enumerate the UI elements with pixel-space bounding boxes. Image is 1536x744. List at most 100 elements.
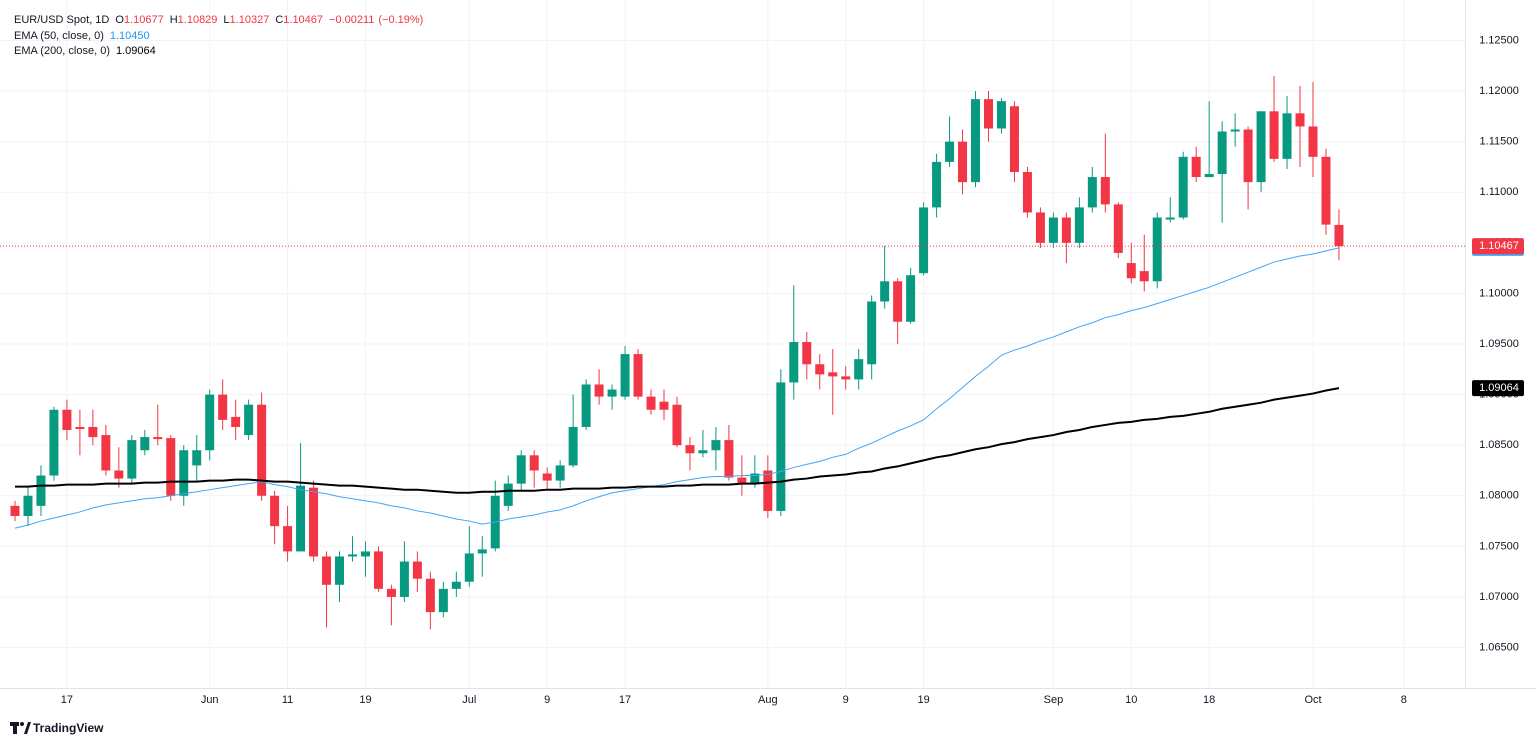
candle-body <box>1269 111 1279 159</box>
y-tick-label: 1.08500 <box>1479 439 1519 451</box>
change-value: −0.00211 <box>329 14 374 26</box>
candle-body <box>309 487 319 557</box>
candle-body <box>672 404 682 446</box>
candle-body <box>516 455 526 484</box>
candle-body <box>945 141 955 162</box>
candle-body <box>659 401 669 410</box>
logo-dot <box>20 722 24 726</box>
ema-line <box>14 247 1340 529</box>
candle-body <box>802 341 812 365</box>
change-pct: (−0.19%) <box>378 14 423 26</box>
candle-body <box>335 556 344 585</box>
candle-body <box>205 394 215 451</box>
price-badge-label: 1.10467 <box>1479 240 1519 252</box>
candle-body <box>607 389 617 397</box>
candle-body <box>1178 156 1188 218</box>
candle-body <box>1035 212 1045 243</box>
brand-name: TradingView <box>33 721 104 735</box>
candle-body <box>438 588 448 613</box>
x-tick-label: 10 <box>1125 694 1137 706</box>
y-tick-label: 1.12000 <box>1479 85 1519 97</box>
y-tick-label: 1.10000 <box>1479 287 1519 299</box>
candle-body <box>451 581 461 589</box>
candle-body <box>568 426 578 466</box>
candle-body <box>1061 217 1071 243</box>
candle-body <box>880 281 890 302</box>
ema-line <box>15 387 1340 494</box>
candle-body <box>529 455 539 471</box>
y-tick-label: 1.11500 <box>1480 136 1519 148</box>
candle-body <box>763 470 773 511</box>
candle-body <box>1165 217 1175 220</box>
candle-body <box>1204 174 1214 178</box>
candle-body <box>10 505 20 516</box>
candle-body <box>555 465 565 481</box>
candle-body <box>218 394 228 420</box>
candle-body <box>464 553 474 582</box>
x-tick-label: 17 <box>619 694 631 706</box>
candle-body <box>958 141 968 183</box>
ema-name: EMA (50, close, 0) <box>14 30 104 42</box>
candle-body <box>776 382 786 511</box>
candle-body <box>1230 129 1240 132</box>
candle-body <box>1048 217 1058 243</box>
candle-body <box>179 450 189 496</box>
axes: 1.06500 1.07000 1.07500 1.08000 1.08500 1.090… <box>61 34 1524 706</box>
y-tick-label: 1.07500 <box>1479 540 1519 552</box>
x-tick-label: 19 <box>917 694 929 706</box>
candle-body <box>581 384 591 427</box>
y-tick-label: 1.11000 <box>1480 186 1519 198</box>
candle-body <box>594 384 604 397</box>
ohlc-letter: C <box>275 14 283 26</box>
candle-body <box>854 359 864 380</box>
candle-body <box>1126 263 1136 279</box>
ohlc-value: 1.10829 <box>178 14 218 26</box>
y-tick-label: 1.12500 <box>1479 34 1519 46</box>
candle-body <box>815 364 825 375</box>
plot-area <box>0 75 1465 630</box>
y-tick-label: 1.06500 <box>1479 641 1519 653</box>
ema-name: EMA (200, close, 0) <box>14 45 110 57</box>
ohlc-letter: O <box>115 14 124 26</box>
price-badge <box>1472 380 1524 397</box>
x-tick-label: 8 <box>1401 694 1407 706</box>
candle-body <box>425 578 435 613</box>
ema-value: 1.09064 <box>116 45 156 57</box>
ema50-line: EMA (50, close, 0) 1.10450 <box>14 30 150 42</box>
candle-body <box>867 301 877 365</box>
ohlc-letter: H <box>170 14 178 26</box>
candle-body <box>114 470 124 479</box>
candle-body <box>166 438 176 496</box>
candle-body <box>1256 111 1266 183</box>
x-tick-label: Jul <box>462 694 476 706</box>
candle-body <box>62 409 72 430</box>
candle-body <box>996 101 1006 129</box>
ohlc-value: 1.10677 <box>124 14 164 26</box>
candle-body <box>711 440 721 451</box>
symbol: EUR/USD Spot, 1D <box>14 14 109 26</box>
x-tick-label: Aug <box>758 694 778 706</box>
grid <box>0 0 1465 688</box>
candle-body <box>101 435 111 471</box>
candle-body <box>36 475 46 506</box>
candle-body <box>1100 177 1110 205</box>
candle-body <box>906 275 916 322</box>
candle-body <box>984 99 993 129</box>
candle-body <box>360 551 370 557</box>
candle-body <box>283 526 293 552</box>
candle-body <box>1295 113 1305 127</box>
ohlc-value: 1.10327 <box>230 14 270 26</box>
candle-body <box>49 409 59 476</box>
candle-body <box>1113 204 1123 253</box>
candle-body <box>322 556 332 585</box>
candle-body <box>750 473 760 484</box>
candle-body <box>1321 156 1331 225</box>
candle-body <box>373 551 383 589</box>
candle-body <box>698 450 708 454</box>
candle-body <box>737 477 747 484</box>
candle-body <box>23 495 33 516</box>
candle-body <box>841 376 851 380</box>
candle-body <box>1087 177 1097 208</box>
candle-body <box>192 450 202 466</box>
